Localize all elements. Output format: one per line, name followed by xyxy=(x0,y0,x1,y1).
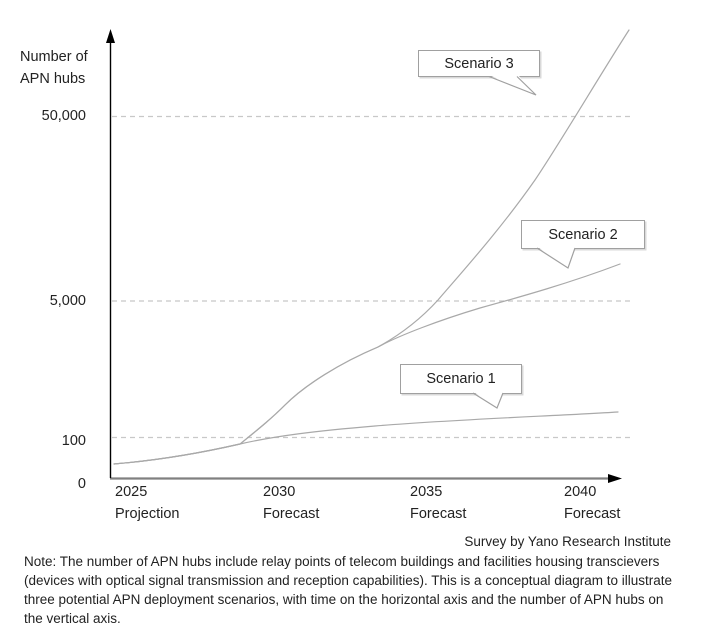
footnote-line: the vertical axis. xyxy=(24,611,121,626)
callout-scenario-2: Scenario 2 xyxy=(521,220,645,249)
y-axis-arrow-icon xyxy=(106,29,115,43)
y-tick-50000: 50,000 xyxy=(41,108,86,124)
x-tick-phase: Projection xyxy=(115,506,180,522)
x-tick-year: 2030 xyxy=(263,484,296,500)
y-tick-5000: 5,000 xyxy=(49,293,86,309)
x-tick-phase: Forecast xyxy=(410,506,467,522)
x-tick-year: 2040 xyxy=(564,484,597,500)
x-axis-arrow-icon xyxy=(608,474,622,483)
x-tick-year: 2035 xyxy=(410,484,443,500)
x-tick-2025: 2025 Projection xyxy=(115,484,179,522)
callout-scenario-1: Scenario 1 xyxy=(400,364,522,394)
footnote-line: (devices with optical signal transmissio… xyxy=(24,573,673,588)
scenario-2-line xyxy=(113,263,621,465)
y-tick-0: 0 xyxy=(77,476,86,492)
y-axis-title: Number of APN hubs xyxy=(20,49,88,87)
footnote: Note: The number of APN hubs include rel… xyxy=(24,552,672,628)
x-tick-2035: 2035 Forecast xyxy=(410,484,466,522)
footnote-line: three potential APN deployment scenarios… xyxy=(24,592,664,607)
x-tick-2040: 2040 Forecast xyxy=(564,484,620,522)
survey-credit: Survey by Yano Research Institute xyxy=(464,534,671,549)
x-tick-phase: Forecast xyxy=(263,506,320,522)
x-tick-year: 2025 xyxy=(115,484,148,500)
callout-scenario-3: Scenario 3 xyxy=(418,50,540,77)
x-tick-phase: Forecast xyxy=(564,506,621,522)
y-tick-100: 100 xyxy=(61,433,86,449)
x-tick-2030: 2030 Forecast xyxy=(263,484,319,522)
footnote-line: Note: The number of APN hubs include rel… xyxy=(24,554,660,569)
scenario-3-line xyxy=(113,29,630,465)
